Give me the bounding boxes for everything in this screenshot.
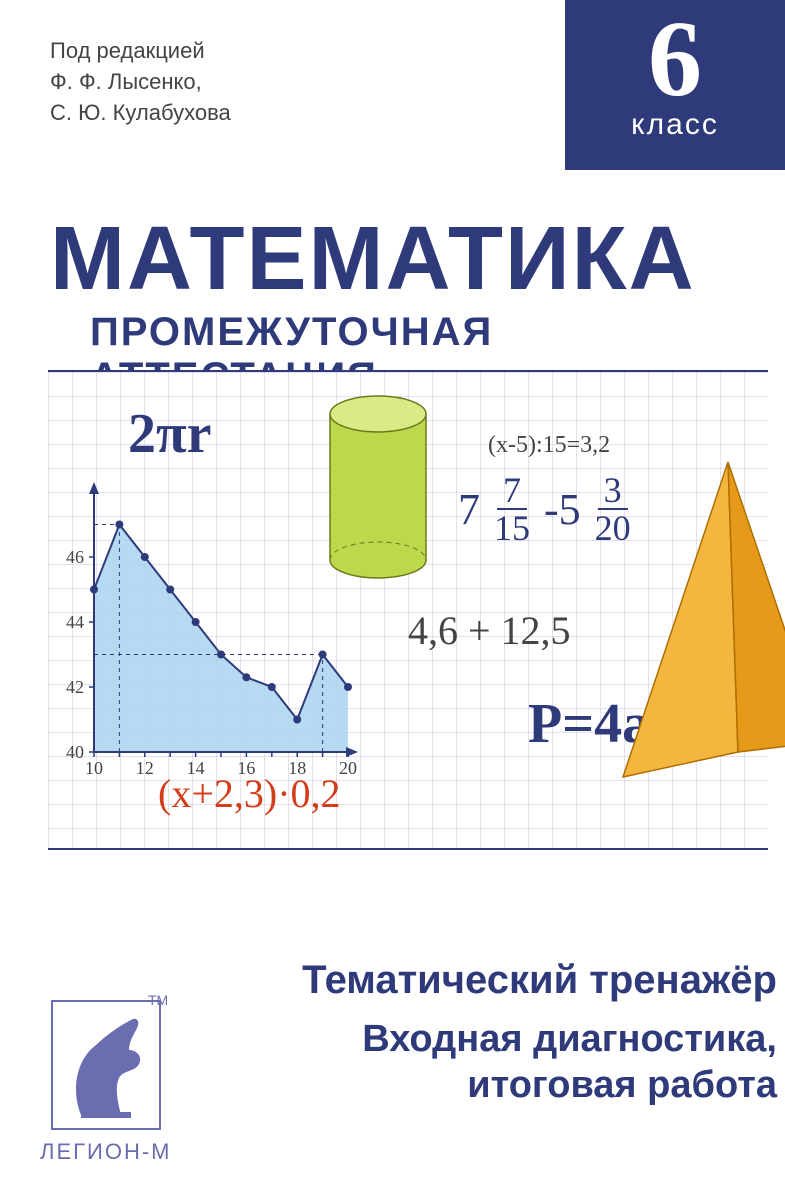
svg-text:44: 44 — [66, 612, 84, 632]
fraction-a: 7 15 — [488, 472, 536, 546]
grade-word: класс — [565, 108, 785, 142]
publisher-name: ЛЕГИОН-М — [40, 1139, 172, 1165]
footer-line-1: Тематический тренажёр — [302, 958, 777, 1003]
svg-text:14: 14 — [187, 758, 205, 778]
illustration-panel: 2πr (x-5):15=3,2 7 7 15 -5 3 20 4,6 + 12… — [48, 370, 768, 850]
editors-line: Под редакцией — [50, 36, 231, 67]
publisher-logo: TM ЛЕГИОН-М — [40, 1000, 172, 1165]
trademark-icon: TM — [148, 992, 168, 1008]
svg-text:18: 18 — [288, 758, 306, 778]
formula-addition: 4,6 + 12,5 — [408, 607, 571, 654]
frac-op: -5 — [544, 484, 581, 535]
frac-whole-a: 7 — [458, 484, 480, 535]
formula-equation: (x-5):15=3,2 — [488, 432, 610, 459]
title-main: МАТЕМАТИКА — [50, 208, 696, 311]
grade-badge: 6 класс — [565, 0, 785, 170]
svg-text:46: 46 — [66, 547, 84, 567]
footer-line-3: итоговая работа — [467, 1064, 777, 1107]
editors-block: Под редакцией Ф. Ф. Лысенко, С. Ю. Кулаб… — [50, 36, 231, 128]
cylinder-icon — [318, 392, 438, 592]
svg-text:40: 40 — [66, 742, 84, 762]
editors-line: Ф. Ф. Лысенко, — [50, 67, 231, 98]
svg-text:20: 20 — [339, 758, 357, 778]
horse-logo-icon — [51, 1000, 161, 1130]
svg-text:10: 10 — [85, 758, 103, 778]
svg-text:12: 12 — [136, 758, 154, 778]
footer-line-2: Входная диагностика, — [362, 1018, 777, 1061]
svg-text:16: 16 — [237, 758, 255, 778]
formula-mixed-fraction: 7 7 15 -5 3 20 — [458, 472, 637, 546]
grade-number: 6 — [565, 0, 785, 114]
svg-text:42: 42 — [66, 677, 84, 697]
book-cover: Под редакцией Ф. Ф. Лысенко, С. Ю. Кулаб… — [0, 0, 785, 1200]
pyramid-icon — [618, 457, 785, 787]
line-chart: 40 42 44 46 10 12 14 16 18 20 — [48, 482, 358, 782]
editors-line: С. Ю. Кулабухова — [50, 98, 231, 129]
formula-2pir: 2πr — [128, 402, 212, 466]
